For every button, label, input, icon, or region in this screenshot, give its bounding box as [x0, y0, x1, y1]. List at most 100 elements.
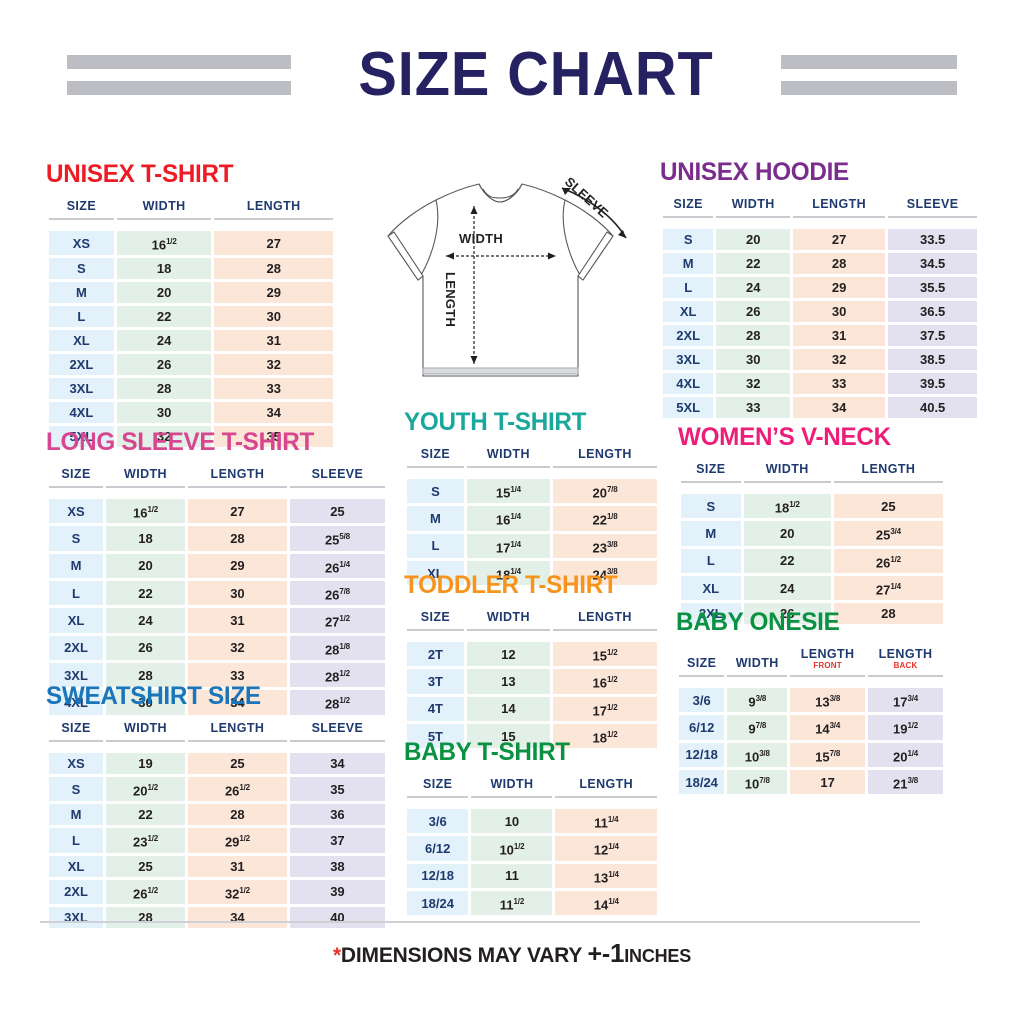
- cell-sleeve-r1: 255/8: [289, 526, 385, 551]
- cell-width-r3: 231/2: [106, 828, 185, 853]
- cell-width-r2: 11: [471, 863, 553, 888]
- table-header-row: SIZE WIDTH LENGTH SLEEVE: [663, 197, 977, 218]
- cell-width-r0: 181/2: [743, 494, 831, 519]
- cell-sleeve-r0: 25: [289, 499, 385, 524]
- table-row: 3XL 28 33: [49, 378, 333, 400]
- cell-sleeve-r5: 281/8: [289, 635, 385, 660]
- table-row: 4XL 30 34 281/2: [49, 690, 385, 715]
- cell-size-r0: S: [407, 479, 464, 504]
- cell-length-r1: 28: [214, 258, 333, 280]
- table-row: L 24 29 35.5: [663, 277, 977, 298]
- table-row: M 161/4 221/8: [407, 506, 657, 531]
- cell-length-r6: 34: [188, 906, 287, 928]
- table-row: M 20 253/4: [681, 521, 943, 546]
- cell-length-r5: 32: [214, 354, 333, 376]
- decor-bar: [781, 55, 957, 69]
- table-row: 3XL 30 32 38.5: [663, 349, 977, 370]
- cell-length-r3: 17: [790, 769, 866, 795]
- cell-size-r2: L: [681, 548, 741, 573]
- cell-length-r0: 27: [793, 229, 886, 250]
- cell-size-r4: XL: [49, 855, 104, 877]
- cell-size-r5: 2XL: [49, 635, 104, 660]
- cell-size-r0: XS: [49, 499, 104, 524]
- cell-size-r4: 2XL: [663, 325, 714, 346]
- cell-size-r0: 2T: [407, 642, 464, 667]
- header-spacer: [407, 634, 657, 639]
- cell-width-r6: 28: [106, 662, 185, 688]
- cell-length-r2: 131/4: [555, 863, 657, 888]
- cell-width-r3: 22: [116, 306, 212, 328]
- table-row: L 171/4 233/8: [407, 533, 657, 558]
- cell-width-r5: 30: [716, 349, 791, 370]
- cell-size-r2: L: [663, 277, 714, 298]
- cell-length-r5: 32: [793, 349, 886, 370]
- table-header-row: SIZE WIDTH LENGTH: [49, 199, 333, 220]
- cell-length-r3: 30: [188, 580, 287, 606]
- cell-width-r3: 24: [743, 575, 831, 601]
- table-row: M 20 29: [49, 282, 333, 304]
- cell-length-r2: 29: [793, 277, 886, 298]
- cell-width-r2: 103/8: [727, 742, 788, 767]
- table-row: XL 24 31: [49, 330, 333, 352]
- cell-length-r3: 213/8: [868, 769, 943, 795]
- cell-size-r1: S: [49, 526, 104, 551]
- cell-width-r2: 171/4: [466, 533, 550, 558]
- table-header-row: SIZE WIDTH LENGTH: [681, 462, 943, 483]
- column-header-length-2: LENGTH: [188, 721, 287, 742]
- cell-length-r6: 33: [793, 373, 886, 394]
- table-title-baby-tshirt: BABY T-SHIRT: [404, 738, 570, 766]
- table-row: S 181/2 25: [681, 494, 943, 519]
- column-header-width-1: WIDTH: [716, 197, 791, 218]
- cell-sleeve-r6: 40: [289, 906, 385, 928]
- footer-plusminus: +-: [587, 940, 610, 968]
- cell-size-r0: XS: [49, 231, 114, 256]
- column-header-size-0: SIZE: [49, 467, 104, 488]
- cell-size-r7: 4XL: [49, 690, 104, 715]
- table-row: XL 24 31 271/2: [49, 608, 385, 633]
- cell-sleeve-r6: 39.5: [888, 373, 977, 394]
- decor-bars-left: [67, 55, 291, 95]
- cell-size-r1: S: [49, 777, 104, 802]
- cell-width-r1: 18: [106, 526, 185, 551]
- cell-sleeve-r0: 33.5: [888, 229, 977, 250]
- header-spacer: [49, 223, 333, 228]
- table-row: M 22 28 36: [49, 804, 385, 826]
- column-header-size-0: SIZE: [407, 777, 469, 798]
- table-row: 6/12 101/2 121/4: [407, 836, 657, 861]
- cell-width-r4: 28: [716, 325, 791, 346]
- column-header-width-1: WIDTH: [471, 777, 553, 798]
- cell-sleeve-r5: 39: [289, 879, 385, 904]
- cell-size-r3: 18/24: [407, 890, 469, 916]
- cell-width-r0: 19: [106, 753, 185, 774]
- column-header-size-0: SIZE: [407, 610, 464, 631]
- footer-note: *DIMENSIONS MAY VARY +-1INCHES: [0, 938, 1024, 969]
- cell-width-r2: 24: [716, 277, 791, 298]
- cell-sleeve-r6: 281/2: [289, 662, 385, 688]
- table-row: XS 161/2 27 25: [49, 499, 385, 524]
- cell-size-r6: 3XL: [49, 906, 104, 928]
- cell-width-r3: 22: [106, 580, 185, 606]
- cell-width-r1: 97/8: [727, 715, 788, 740]
- cell-size-r3: L: [49, 306, 114, 328]
- size-table-toddler-tshirt: SIZE WIDTH LENGTH 2T 12 151/2 3T 13 161/2 4T 14 171…: [404, 607, 660, 751]
- table-block-youth-tshirt: YOUTH T-SHIRT SIZE WIDTH LENGTH S 151/4 207/8 M…: [404, 410, 660, 588]
- table-row: L 22 30 267/8: [49, 580, 385, 606]
- table-row: S 18 28 255/8: [49, 526, 385, 551]
- cell-width-r1: 161/4: [466, 506, 550, 531]
- table-row: XS 19 25 34: [49, 753, 385, 774]
- cell-length-r3: 141/4: [555, 890, 657, 916]
- table-header-row: SIZE WIDTH LENGTH: [407, 610, 657, 631]
- cell-size-r1: M: [663, 253, 714, 274]
- column-subheader-front: FRONT: [813, 661, 842, 670]
- cell-length-r0: 111/4: [555, 809, 657, 834]
- header-spacer: [679, 680, 943, 685]
- footer-asterisk: *: [332, 944, 341, 967]
- table-block-long-sleeve: LONG SLEEVE T-SHIRT SIZE WIDTH LENGTH SLEEVE…: [46, 430, 388, 718]
- cell-sleeve-r3: 267/8: [289, 580, 385, 606]
- column-header-width-1: WIDTH: [727, 647, 788, 677]
- column-header-length-2: LENGTH: [833, 462, 943, 483]
- table-row: 5XL 33 34 40.5: [663, 397, 977, 418]
- table-row: 5XL 32 35: [49, 426, 333, 448]
- table-row: 18/24 107/8 17 213/8: [679, 769, 943, 795]
- cell-width-r0: 161/2: [116, 231, 212, 256]
